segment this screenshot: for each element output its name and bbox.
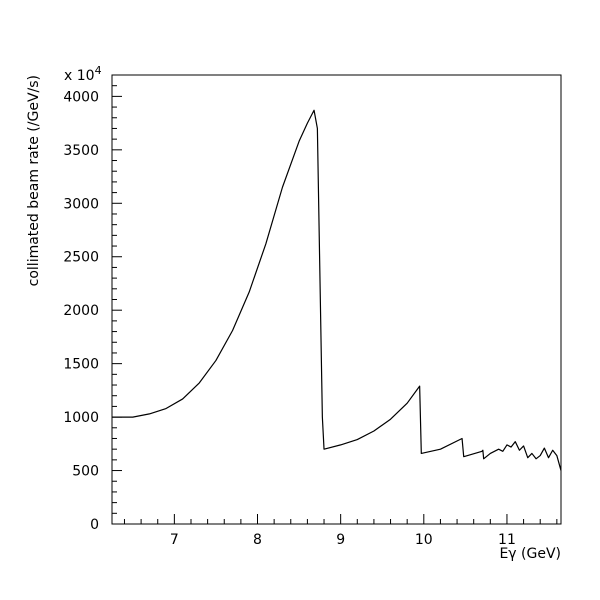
y-tick-label: 3000: [63, 196, 99, 212]
x-tick-label: 8: [253, 532, 262, 548]
y-tick-label: 3500: [63, 143, 99, 159]
x-axis: 7 8 9 10 11: [123, 514, 558, 548]
y-multiplier-base: x 10: [64, 68, 95, 84]
y-tick-label: 0: [90, 517, 99, 533]
y-tick-label: 2500: [63, 250, 99, 266]
x-tick-label: 10: [415, 532, 433, 548]
y-tick-label: 1000: [63, 410, 99, 426]
y-axis: 0 500 1000 1500 2000 2500 3000 3500 4000: [63, 74, 122, 533]
y-multiplier-label: x 104: [64, 64, 102, 84]
y-tick-label: 500: [72, 464, 99, 480]
y-tick-label: 4000: [63, 89, 99, 105]
plot-frame: [111, 74, 562, 525]
y-tick-label: 2000: [63, 303, 99, 319]
x-tick-label: 7: [170, 532, 179, 548]
x-tick-label: 9: [336, 532, 345, 548]
x-tick-label: 11: [498, 532, 516, 548]
x-axis-label: Eγ (GeV): [499, 546, 561, 562]
series-layer: [112, 109, 562, 471]
series-line-0: [112, 109, 562, 471]
y-tick-label: 1500: [63, 357, 99, 373]
y-axis-label: collimated beam rate (/GeV/s): [26, 75, 42, 286]
y-multiplier-exponent: 4: [95, 64, 102, 77]
